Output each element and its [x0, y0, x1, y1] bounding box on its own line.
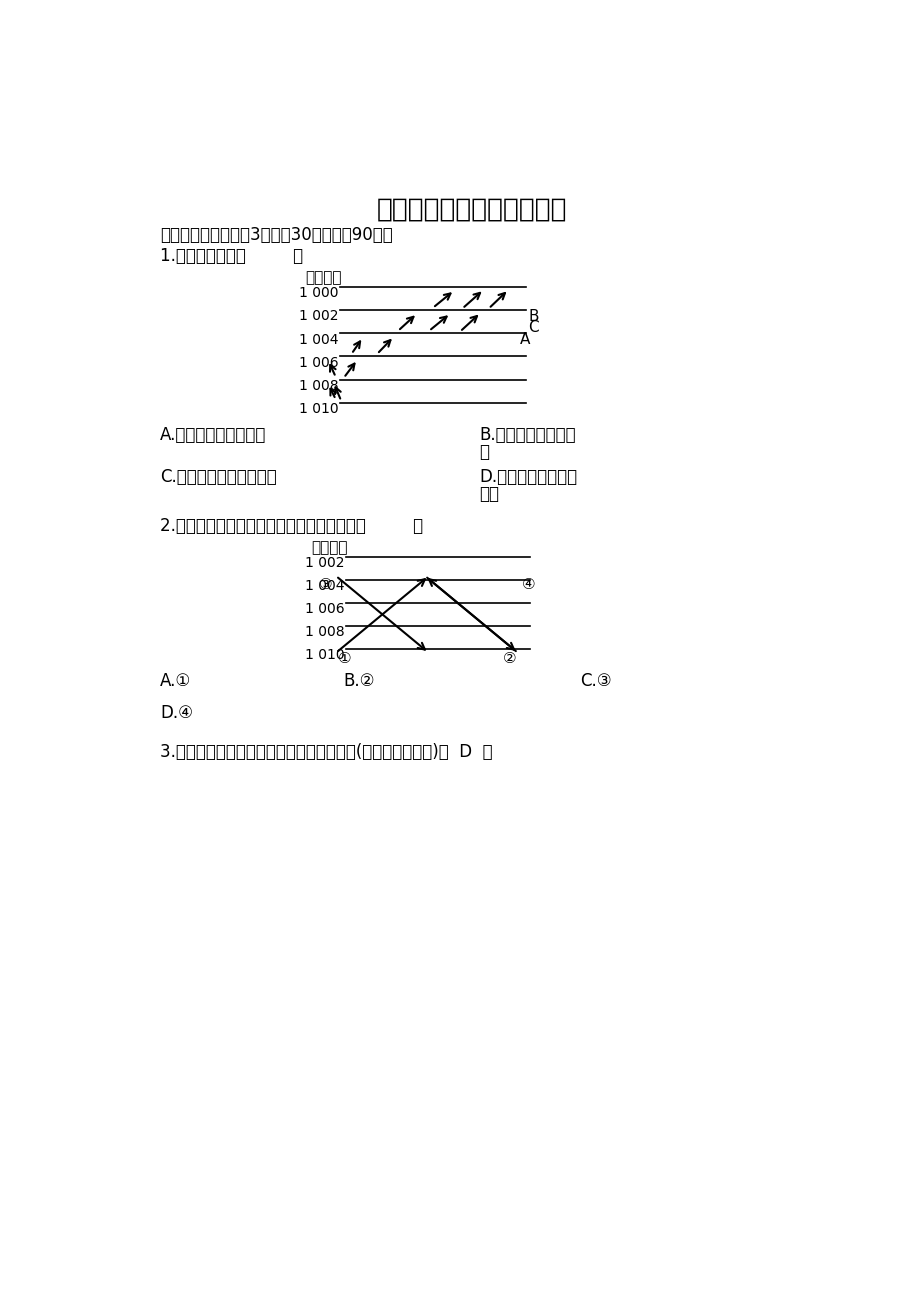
Text: 1 002: 1 002	[299, 310, 338, 323]
Text: C.③: C.③	[579, 672, 611, 690]
Text: 1 010: 1 010	[299, 402, 338, 415]
Text: 1 008: 1 008	[299, 379, 338, 393]
Text: 1 002: 1 002	[304, 556, 344, 570]
Text: （百帕）: （百帕）	[311, 540, 347, 555]
Text: ①: ①	[337, 651, 351, 665]
Text: ②: ②	[503, 651, 516, 665]
Text: 3.下列四图中，表示南半球近地面风向的是(以下单位为百帕)（  D  ）: 3.下列四图中，表示南半球近地面风向的是(以下单位为百帕)（ D ）	[160, 743, 492, 760]
Text: B: B	[528, 309, 538, 324]
Text: 1 008: 1 008	[304, 625, 344, 639]
Text: B.②: B.②	[344, 672, 375, 690]
Text: A: A	[519, 332, 529, 348]
Text: C.北半球近地面大气运动: C.北半球近地面大气运动	[160, 469, 277, 486]
Text: 运动: 运动	[479, 486, 499, 503]
Text: 2.下图中能正确指示北半球近地面风向的是（         ）: 2.下图中能正确指示北半球近地面风向的是（ ）	[160, 517, 423, 535]
Text: ④: ④	[521, 577, 535, 592]
Text: 1 004: 1 004	[299, 332, 338, 346]
Text: A.①: A.①	[160, 672, 191, 690]
Text: 一、单选题（每小题3分，共30小题，共90分）: 一、单选题（每小题3分，共30小题，共90分）	[160, 225, 392, 243]
Text: D.④: D.④	[160, 704, 193, 723]
Text: 动: 动	[479, 443, 489, 461]
Text: 1 000: 1 000	[299, 286, 338, 301]
Text: （百帕）: （百帕）	[304, 271, 341, 285]
Text: 1 006: 1 006	[299, 355, 338, 370]
Text: 1 010: 1 010	[304, 648, 344, 663]
Text: 1.下图表示的是（         ）: 1.下图表示的是（ ）	[160, 247, 302, 266]
Text: 1 004: 1 004	[304, 579, 344, 592]
Text: ③: ③	[318, 577, 332, 592]
Text: C: C	[528, 320, 539, 336]
Text: B.南半球高空大气运: B.南半球高空大气运	[479, 426, 575, 444]
Text: 高一地理下学期周练（一）: 高一地理下学期周练（一）	[376, 197, 566, 223]
Text: D.南半球近地面大气: D.南半球近地面大气	[479, 469, 577, 486]
Text: A.北半球高空大气运动: A.北半球高空大气运动	[160, 426, 266, 444]
Text: 1 006: 1 006	[304, 602, 344, 616]
